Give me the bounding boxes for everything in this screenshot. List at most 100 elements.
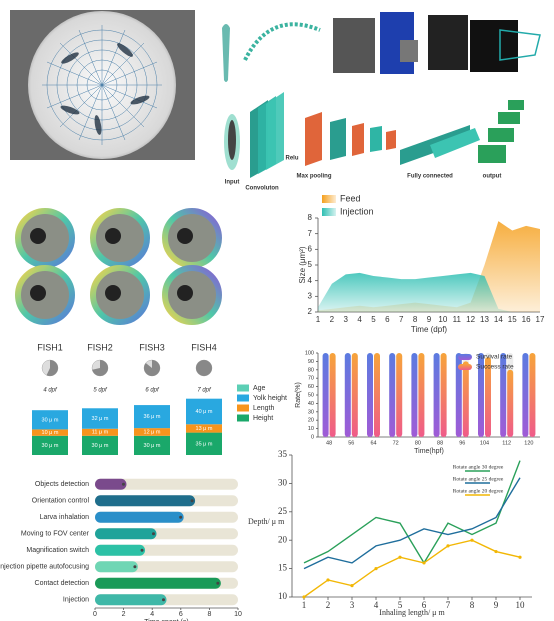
x-tick-label: 64 [370, 440, 376, 446]
y-tick-label: 4 [308, 276, 313, 285]
age-pie [92, 360, 109, 376]
bar-segment [82, 408, 118, 429]
bar-end [179, 515, 183, 519]
bar-segment [32, 429, 68, 436]
legend-swatch [458, 364, 472, 370]
bar [389, 353, 396, 437]
x-tick-label: 8 [413, 315, 418, 324]
y-tick-label: 3 [308, 291, 313, 300]
point [422, 561, 426, 565]
bar [95, 528, 157, 540]
bar [396, 353, 403, 437]
y-tick-label: 90 [308, 359, 314, 365]
diagram-label: Fully connected [407, 174, 453, 180]
legend-swatch [237, 384, 249, 392]
legend-label: Length [253, 405, 275, 412]
bar [95, 544, 146, 556]
x-tick-label: 7 [399, 315, 404, 324]
point [398, 555, 402, 559]
bar [344, 353, 351, 437]
legend-label: Age [253, 385, 266, 392]
category-label: FISH3 [139, 342, 165, 352]
y-tick-label: 25 [278, 506, 288, 516]
legend-label: Success rate [476, 364, 514, 371]
point [350, 584, 354, 588]
diagram-label: output [483, 174, 502, 180]
x-axis-label: Inhaling length/ μ m [379, 608, 445, 617]
y-tick-label: 15 [278, 563, 288, 573]
bar-end [190, 499, 194, 503]
bar [500, 353, 507, 437]
bar-segment [82, 428, 118, 436]
category-label: Injection [63, 597, 89, 604]
bar-segment [32, 410, 68, 430]
legend-label: Rotate angle 20 degree [453, 488, 504, 494]
bar [95, 594, 167, 606]
y-tick-label: 5 [308, 260, 313, 269]
diagram-label: Max pooling [297, 174, 332, 180]
y-tick-label: 6 [308, 244, 313, 253]
bar [485, 357, 491, 437]
line [303, 477, 521, 570]
segment-label: 32 μ m [92, 416, 109, 422]
legend-swatch [237, 414, 249, 422]
y-tick-label: 7 [308, 229, 313, 238]
bar-segment [32, 435, 68, 455]
category-label: Contact detection [35, 580, 90, 587]
y-tick-label: 70 [308, 376, 314, 382]
segment-label: 30 μ m [92, 443, 109, 449]
x-tick-label: 2 [122, 611, 126, 618]
legend-label: Height [253, 415, 273, 422]
diagram-label: Relu [285, 156, 298, 162]
diagram-label: Input [225, 180, 240, 186]
x-tick-label: 4 [150, 611, 154, 618]
x-tick-label: 1 [316, 315, 321, 324]
y-axis-label: Size (μm²) [298, 246, 307, 283]
legend-swatch [237, 394, 249, 402]
x-tick-label: 120 [524, 440, 533, 446]
y-tick-label: 2 [308, 307, 313, 316]
x-tick-label: 2 [326, 600, 331, 610]
age-pie [143, 360, 160, 376]
category-label: Larva inhalation [40, 514, 90, 521]
category-label: FISH2 [87, 342, 113, 352]
segment-label: 12 μ m [144, 429, 161, 435]
legend-label: Rotate angle 25 degree [453, 476, 504, 482]
x-tick-label: 10 [438, 315, 447, 324]
point [470, 538, 474, 542]
bar-segment [186, 398, 222, 425]
bar [95, 478, 127, 490]
line [303, 460, 521, 565]
x-tick-label: 3 [350, 600, 355, 610]
bar-segment [186, 424, 222, 433]
x-axis-label: Time(hpf) [414, 448, 444, 455]
legend-label: Rotate angle 30 degree [453, 464, 504, 470]
segment-label: 30 μ m [144, 443, 161, 449]
point [326, 578, 330, 582]
legend-label: Yolk height [253, 395, 287, 402]
y-tick-label: 8 [308, 213, 313, 222]
x-tick-label: 6 [422, 600, 427, 610]
y-tick-label: 50 [308, 392, 314, 398]
x-tick-label: 6 [179, 611, 183, 618]
legend-label: Survival rate [476, 354, 513, 361]
x-tick-label: 3 [344, 315, 349, 324]
diagram-label: Convoluton [245, 186, 279, 192]
bar [440, 353, 447, 437]
bar-end [140, 548, 144, 552]
age-pie [46, 360, 59, 376]
segment-label: 11 μ m [92, 430, 109, 436]
segment-label: 10 μ m [42, 430, 59, 436]
x-tick-label: 104 [480, 440, 489, 446]
point [446, 544, 450, 548]
bar [367, 353, 373, 437]
bar [322, 353, 329, 437]
x-tick-label: 1 [302, 600, 307, 610]
x-tick-label: 72 [393, 440, 399, 446]
x-tick-label: 88 [437, 440, 443, 446]
legend-label: Feed [340, 193, 361, 203]
bar [507, 369, 514, 437]
bar [351, 353, 358, 437]
point [302, 595, 306, 599]
age-label: 5 dpf [93, 388, 108, 394]
